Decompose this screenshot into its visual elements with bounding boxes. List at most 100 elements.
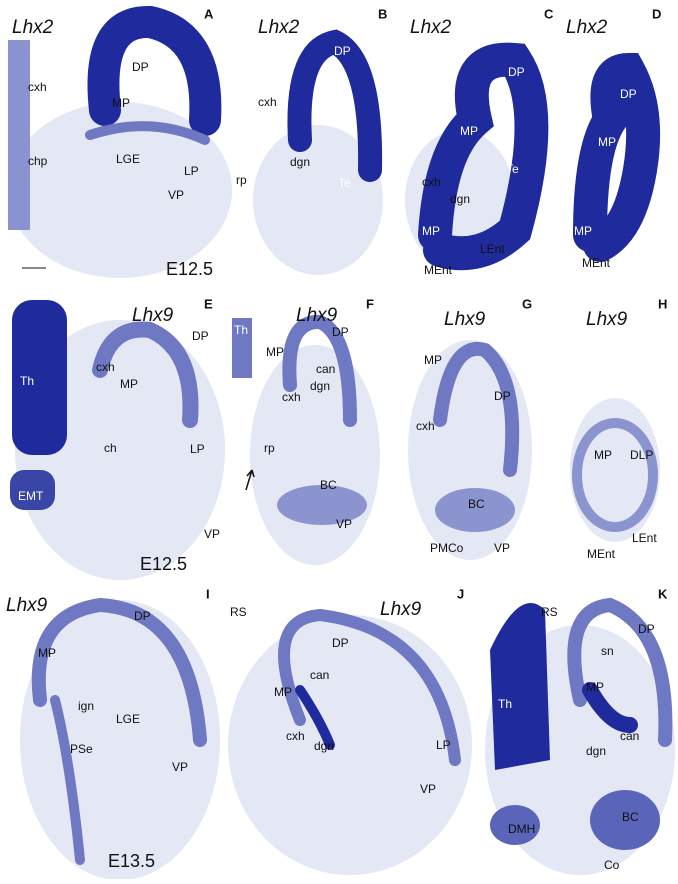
region-label: MP <box>266 345 284 359</box>
region-label: ign <box>78 699 94 713</box>
region-label: DP <box>332 636 349 650</box>
region-label: cxh <box>258 95 277 109</box>
tissue <box>590 790 660 850</box>
tissue <box>282 315 357 427</box>
region-label: ch <box>104 441 117 455</box>
arrow <box>245 469 255 491</box>
region-label: cxh <box>416 419 435 433</box>
region-label: MEnt <box>424 263 453 277</box>
stage-label: E12.5 <box>140 554 187 574</box>
region-label: DP <box>620 87 637 101</box>
region-label: MP <box>112 96 130 110</box>
region-label: MP <box>38 646 56 660</box>
region-label: BC <box>468 497 485 511</box>
region-label: VP <box>336 517 352 531</box>
stage-label: E12.5 <box>166 259 213 279</box>
stage-label: E13.5 <box>108 851 155 871</box>
gap <box>0 580 678 585</box>
panel-letter: J <box>457 586 464 601</box>
region-label: Te <box>338 176 351 190</box>
panel-letter: C <box>544 6 554 21</box>
region-label: cxh <box>282 390 301 404</box>
region-label: cxh <box>96 360 115 374</box>
region-label: BC <box>320 478 337 492</box>
region-label: dgn <box>290 155 310 169</box>
region-label: LGE <box>116 152 140 166</box>
region-label: EMT <box>18 489 44 503</box>
region-label: sn <box>601 644 614 658</box>
region-label: DP <box>134 609 151 623</box>
region-label: DP <box>334 44 351 58</box>
gene-name: Lhx9 <box>380 599 422 620</box>
panel-letter: K <box>658 586 668 601</box>
tissue <box>572 418 658 532</box>
gene-name: Lhx9 <box>132 305 174 326</box>
gene-name: Lhx9 <box>6 595 48 616</box>
region-label: DP <box>332 325 349 339</box>
region-label: MP <box>274 685 292 699</box>
tissue <box>287 29 383 182</box>
tissue <box>573 52 661 262</box>
region-label: can <box>310 668 329 682</box>
tissue <box>253 125 383 275</box>
panel-letter: D <box>652 6 661 21</box>
gene-name: Lhx2 <box>410 17 452 38</box>
region-label: Th <box>20 374 34 388</box>
region-label: DMH <box>508 822 535 836</box>
region-label: VP <box>168 188 184 202</box>
tissue <box>232 318 252 378</box>
tissue <box>490 603 550 770</box>
tissue <box>567 597 673 747</box>
region-label: VP <box>172 760 188 774</box>
tissue <box>50 695 85 865</box>
tissue <box>582 682 638 733</box>
region-label: LP <box>184 164 199 178</box>
tissue <box>278 608 461 766</box>
panel-letter: G <box>522 296 532 311</box>
tissue-images <box>0 6 678 880</box>
gene-name: Lhx2 <box>258 17 300 38</box>
tissue <box>433 341 520 477</box>
panel-letter: F <box>366 296 374 311</box>
region-label: MP <box>598 135 616 149</box>
panel-letter: A <box>204 6 214 21</box>
region-label: VP <box>494 541 510 555</box>
tissue <box>31 597 207 747</box>
region-label: BC <box>622 810 639 824</box>
region-label: RS <box>230 605 247 619</box>
region-label: LP <box>190 442 205 456</box>
region-label: cxh <box>422 175 441 189</box>
region-label: can <box>316 362 335 376</box>
tissue <box>92 321 199 428</box>
region-label: PSe <box>70 742 93 756</box>
tissue <box>295 685 335 750</box>
region-label: rp <box>264 441 275 455</box>
tissue <box>10 470 55 510</box>
tissue <box>85 121 210 145</box>
region-label: PMCo <box>430 541 464 555</box>
tissue <box>277 485 367 525</box>
region-label: DP <box>494 389 511 403</box>
region-label: chp <box>28 154 48 168</box>
region-label: MP <box>586 680 604 694</box>
region-label: MP <box>312 110 330 124</box>
region-label: can <box>620 729 639 743</box>
region-label: DP <box>638 622 655 636</box>
region-label: LGE <box>116 712 140 726</box>
region-label: MEnt <box>587 547 616 561</box>
region-label: dgn <box>586 744 606 758</box>
region-label: MP <box>460 124 478 138</box>
region-label: VP <box>204 527 220 541</box>
region-label: RS <box>541 605 558 619</box>
gap <box>0 284 678 289</box>
region-label: Th <box>498 697 512 711</box>
panel-letter: B <box>378 6 387 21</box>
gene-name: Lhx9 <box>296 305 338 326</box>
region-label: dgn <box>314 739 334 753</box>
tissue <box>418 42 549 271</box>
region-label: cxh <box>286 729 305 743</box>
tissue <box>8 102 232 278</box>
region-label: LEnt <box>480 242 505 256</box>
gene-name: Lhx9 <box>444 309 486 330</box>
